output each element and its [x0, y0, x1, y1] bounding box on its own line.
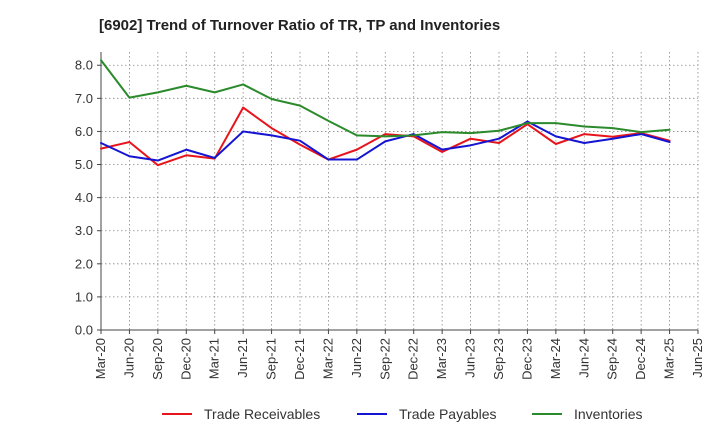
series-line-2: [100, 59, 671, 138]
y-tick-label: 1.0: [75, 289, 93, 304]
x-tick-label: Jun-21: [235, 338, 250, 378]
legend: Trade Receivables Trade Payables Inventori…: [162, 406, 642, 422]
y-tick-label: 4.0: [75, 190, 93, 205]
x-tick-label: Dec-21: [292, 338, 307, 380]
series-line-1: [100, 120, 671, 162]
x-tick-label: Dec-23: [519, 338, 534, 380]
x-tick-label: Dec-24: [633, 338, 648, 380]
series-lines: [100, 59, 671, 167]
y-tick-label: 6.0: [75, 124, 93, 139]
x-tick-label: Dec-20: [178, 338, 193, 380]
legend-label-0: Trade Receivables: [204, 406, 320, 422]
x-tick-label: Jun-22: [349, 338, 364, 378]
y-tick-labels: 0.0 1.0 2.0 3.0 4.0 5.0 6.0 7.0 8.0: [75, 58, 93, 338]
x-tick-label: Mar-22: [320, 338, 335, 379]
y-tick-label: 2.0: [75, 256, 93, 271]
x-tick-label: Jun-24: [576, 338, 591, 378]
y-tick-label: 5.0: [75, 157, 93, 172]
x-tick-label: Sep-21: [264, 338, 279, 380]
x-tick-label: Mar-23: [434, 338, 449, 379]
y-tick-label: 0.0: [75, 323, 93, 338]
y-tick-label: 7.0: [75, 91, 93, 106]
x-tick-label: Sep-23: [491, 338, 506, 380]
x-tick-label: Mar-21: [207, 338, 222, 379]
x-tick-label: Mar-25: [662, 338, 677, 379]
x-tick-label: Mar-24: [548, 338, 563, 379]
x-tick-label: Mar-20: [93, 338, 108, 379]
axes: [97, 52, 699, 334]
x-tick-label: Sep-22: [377, 338, 392, 380]
x-tick-label: Jun-23: [463, 338, 478, 378]
grid: [101, 52, 699, 330]
legend-label-2: Inventories: [574, 406, 642, 422]
x-tick-label: Sep-20: [150, 338, 165, 380]
chart-title: [6902] Trend of Turnover Ratio of TR, TP…: [99, 17, 500, 34]
y-tick-label: 8.0: [75, 58, 93, 73]
x-tick-label: Dec-22: [406, 338, 421, 380]
legend-label-1: Trade Payables: [399, 406, 497, 422]
x-tick-label: Jun-25: [690, 338, 705, 378]
x-tick-label: Sep-24: [605, 338, 620, 380]
series-line-0: [100, 106, 671, 167]
x-tick-labels: Mar-20 Jun-20 Sep-20 Dec-20 Mar-21 Jun-21 Sep-…: [93, 338, 705, 380]
y-tick-label: 3.0: [75, 223, 93, 238]
x-tick-label: Jun-20: [121, 338, 136, 378]
